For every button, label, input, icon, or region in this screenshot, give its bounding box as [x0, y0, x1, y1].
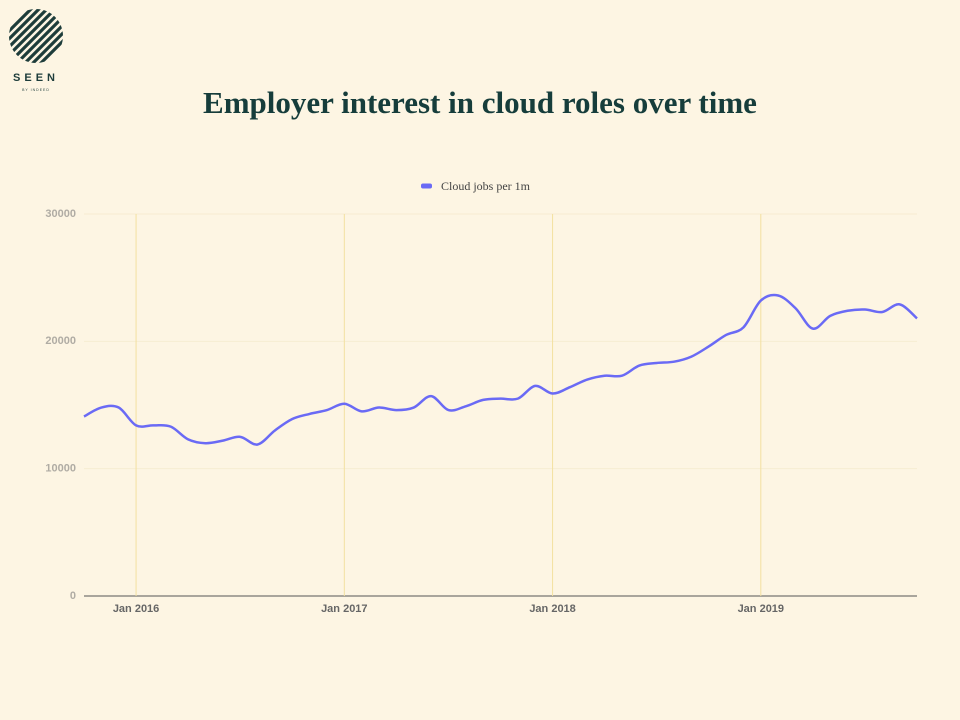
y-tick-label: 10000 [45, 463, 76, 475]
legend-label: Cloud jobs per 1m [441, 179, 531, 193]
x-tick-label: Jan 2018 [529, 603, 575, 615]
x-tick-label: Jan 2019 [738, 603, 784, 615]
x-tick-label: Jan 2016 [113, 603, 159, 615]
y-tick-label: 0 [70, 590, 76, 602]
logo-tagline: BY INDEED [22, 88, 50, 92]
legend-swatch [421, 183, 432, 189]
y-tick-label: 30000 [45, 208, 76, 220]
logo-name: SEEN [13, 72, 59, 84]
y-tick-label: 20000 [45, 335, 76, 347]
line [83, 293, 918, 446]
chart-title: Employer interest in cloud roles over ti… [203, 85, 757, 120]
x-tick-label: Jan 2017 [321, 603, 367, 615]
